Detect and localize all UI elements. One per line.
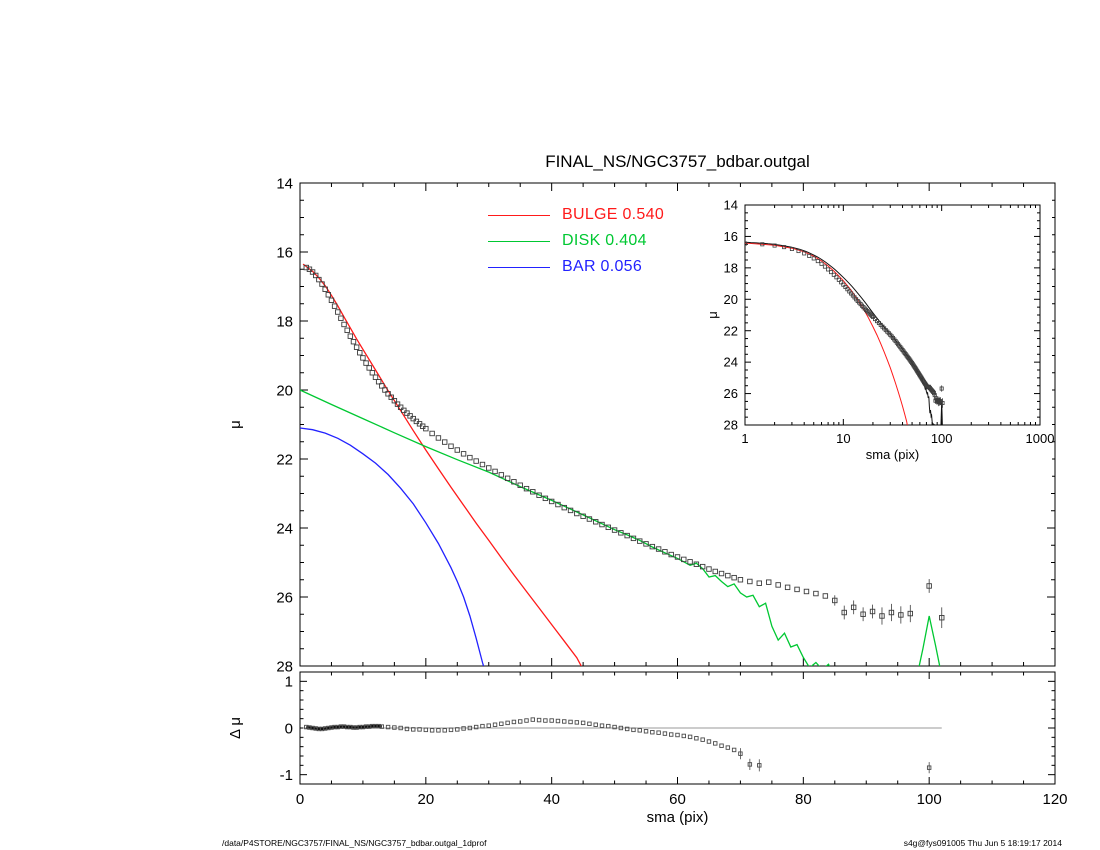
- footer-timestamp: s4g@fys091005 Thu Jun 5 18:19:17 2014: [903, 838, 1062, 848]
- svg-text:10: 10: [836, 431, 850, 446]
- svg-text:26: 26: [276, 589, 293, 606]
- svg-text:Δ μ: Δ μ: [227, 717, 244, 739]
- svg-text:28: 28: [276, 658, 293, 675]
- svg-text:100: 100: [931, 431, 953, 446]
- legend-label-bar: BAR 0.056: [562, 258, 643, 275]
- legend-label-bulge: BULGE 0.540: [562, 206, 665, 223]
- legend-label-disk: DISK 0.404: [562, 232, 647, 249]
- disk-line-swatch: [488, 240, 550, 242]
- svg-text:26: 26: [724, 386, 738, 401]
- main-series-bar: [300, 427, 485, 666]
- svg-text:1000: 1000: [1026, 431, 1055, 446]
- svg-text:24: 24: [276, 520, 293, 537]
- svg-text:22: 22: [724, 323, 738, 338]
- svg-text:120: 120: [1042, 791, 1067, 808]
- svg-text:40: 40: [543, 791, 560, 808]
- svg-text:20: 20: [724, 292, 738, 307]
- svg-text:22: 22: [276, 451, 293, 468]
- legend: BULGE 0.540 DISK 0.404 BAR 0.056: [488, 202, 664, 280]
- svg-text:100: 100: [917, 791, 942, 808]
- svg-text:18: 18: [724, 260, 738, 275]
- main-data-points: [303, 264, 945, 629]
- residual-data-points: [304, 717, 932, 774]
- svg-text:-1: -1: [280, 767, 293, 784]
- svg-text:14: 14: [276, 175, 293, 192]
- svg-text:14: 14: [724, 198, 738, 213]
- bar-line-swatch: [488, 266, 550, 268]
- svg-text:1: 1: [285, 674, 293, 691]
- residual-inner-trend-line: [306, 724, 382, 731]
- svg-text:20: 20: [417, 791, 434, 808]
- svg-text:28: 28: [724, 418, 738, 433]
- svg-text:16: 16: [276, 244, 293, 261]
- svg-text:20: 20: [276, 382, 293, 399]
- svg-text:μ: μ: [705, 311, 720, 319]
- page-title: FINAL_NS/NGC3757_bdbar.outgal: [545, 152, 810, 171]
- svg-text:0: 0: [285, 720, 293, 737]
- svg-text:0: 0: [296, 791, 304, 808]
- svg-text:16: 16: [724, 229, 738, 244]
- bulge-line-swatch: [488, 214, 550, 216]
- svg-text:1: 1: [741, 431, 748, 446]
- inset-axes: 1 10 100 1000 sma (pix) 14 16 18 20 22 24 26 28 μ: [699, 197, 1054, 483]
- svg-text:60: 60: [669, 791, 686, 808]
- svg-text:24: 24: [724, 355, 738, 370]
- footer-path: /data/P4STORE/NGC3757/FINAL_NS/NGC3757_b…: [222, 838, 487, 848]
- svg-text:sma (pix): sma (pix): [866, 447, 919, 462]
- legend-item-disk: DISK 0.404: [488, 228, 664, 254]
- svg-text:μ: μ: [227, 420, 244, 429]
- legend-item-bar: BAR 0.056: [488, 254, 664, 280]
- legend-item-bulge: BULGE 0.540: [488, 202, 664, 228]
- svg-text:80: 80: [795, 791, 812, 808]
- main-axes: 14 16 18 20 22 24 26 28 μ: [227, 175, 1056, 675]
- svg-text:sma (pix): sma (pix): [647, 809, 709, 826]
- main-series-bulge: [302, 263, 582, 666]
- inset-data-points: [745, 241, 945, 408]
- svg-text:18: 18: [276, 313, 293, 330]
